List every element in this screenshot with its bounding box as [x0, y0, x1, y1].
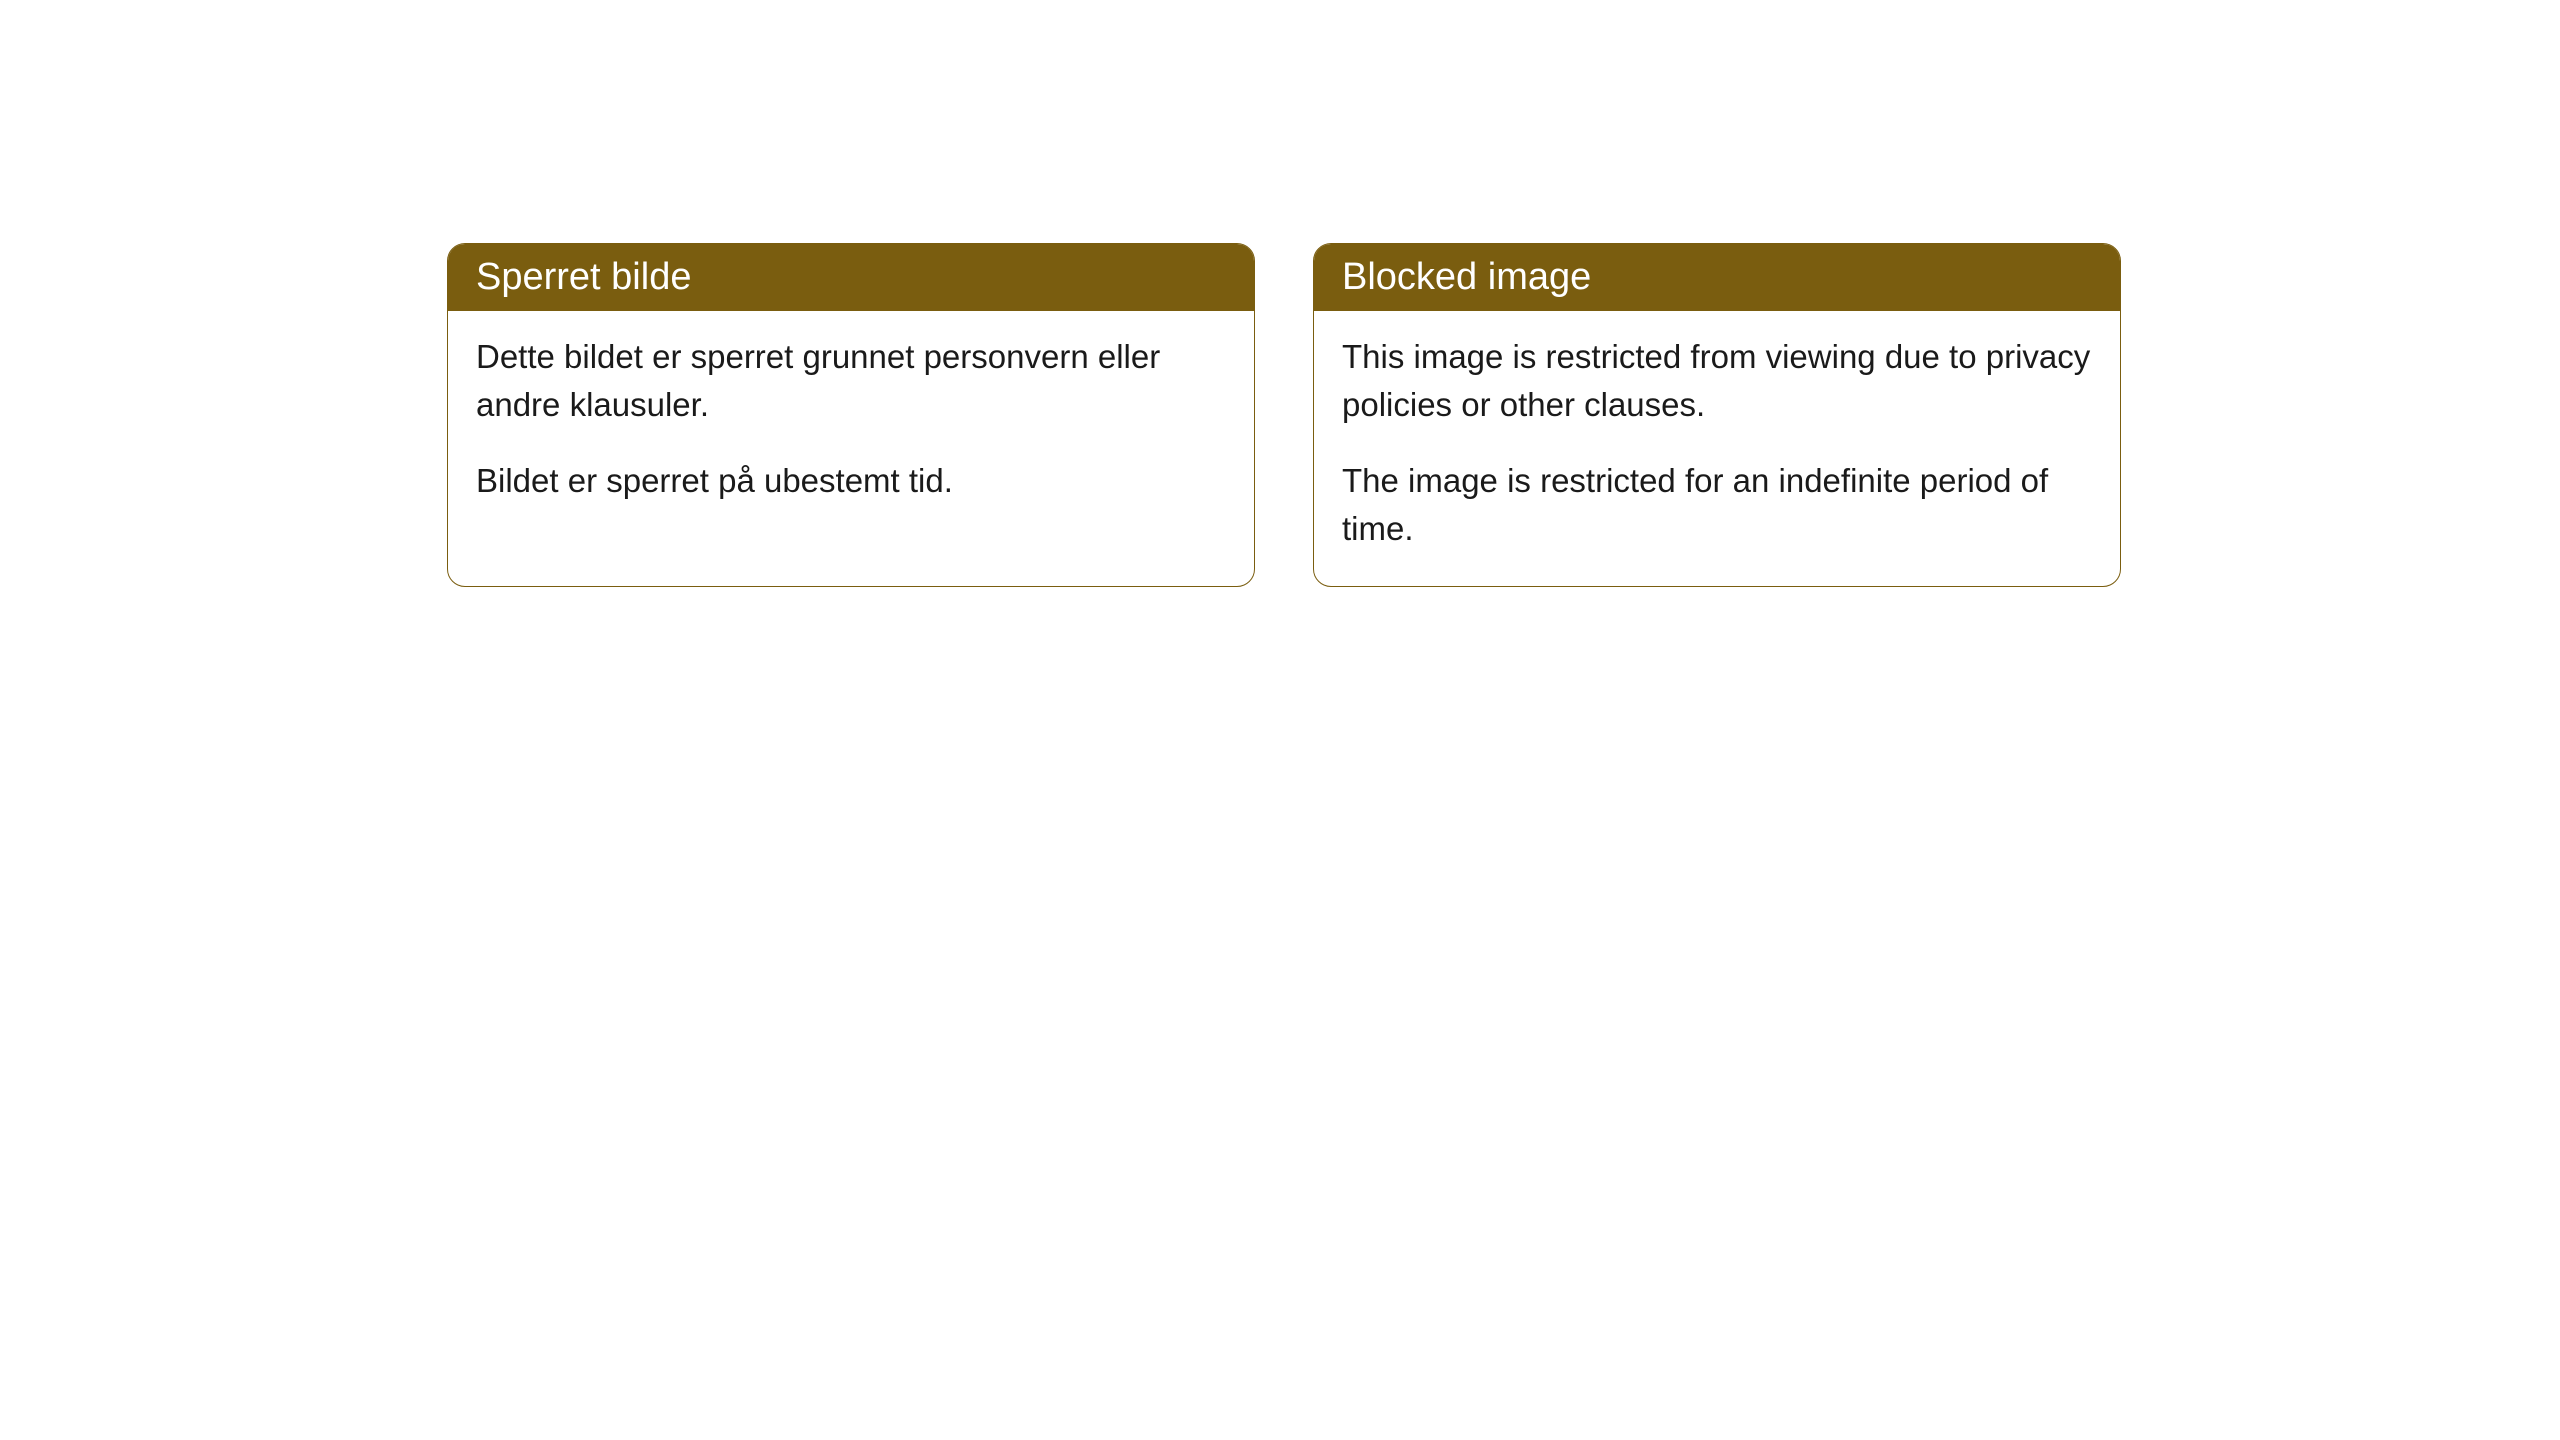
notice-card-english: Blocked image This image is restricted f… [1313, 243, 2121, 587]
notice-header-english: Blocked image [1314, 244, 2120, 311]
notice-body-norwegian: Dette bildet er sperret grunnet personve… [448, 311, 1254, 539]
notice-body-english: This image is restricted from viewing du… [1314, 311, 2120, 586]
notice-paragraph: This image is restricted from viewing du… [1342, 333, 2092, 429]
notice-container: Sperret bilde Dette bildet er sperret gr… [447, 243, 2121, 587]
notice-card-norwegian: Sperret bilde Dette bildet er sperret gr… [447, 243, 1255, 587]
notice-paragraph: The image is restricted for an indefinit… [1342, 457, 2092, 553]
notice-header-norwegian: Sperret bilde [448, 244, 1254, 311]
notice-paragraph: Dette bildet er sperret grunnet personve… [476, 333, 1226, 429]
notice-paragraph: Bildet er sperret på ubestemt tid. [476, 457, 1226, 505]
